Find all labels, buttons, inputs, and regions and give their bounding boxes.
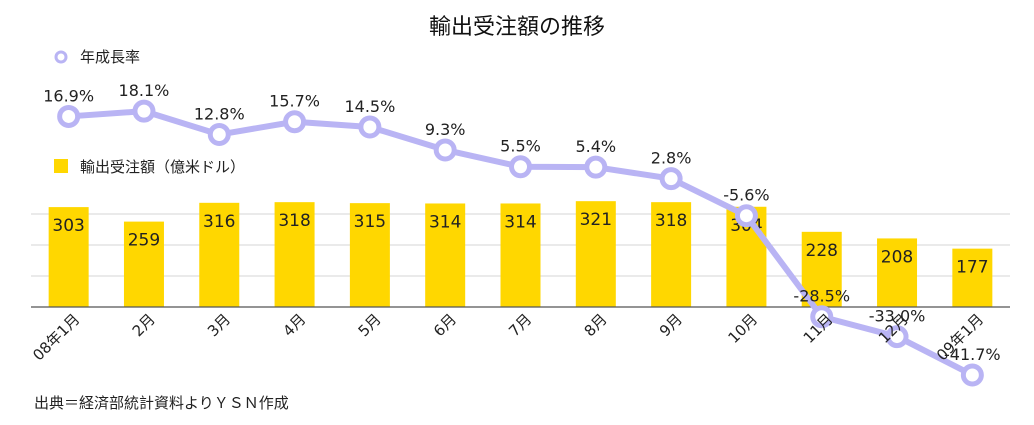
bar-value-label: 318: [278, 211, 310, 231]
legend-bar-swatch-icon: [54, 159, 68, 173]
chart-title: 輸出受注額の推移: [429, 15, 605, 40]
growth-point-9月: [659, 167, 683, 191]
growth-value-label: 5.5%: [500, 137, 541, 156]
growth-value-label: -41.7%: [944, 345, 1001, 364]
bar-9月: [651, 202, 692, 307]
growth-value-label: 18.1%: [119, 81, 170, 100]
bar-value-label: 314: [504, 212, 536, 232]
bar-value-label: 228: [806, 241, 838, 261]
growth-point-11月: [810, 305, 834, 329]
bar-value-label: 177: [956, 258, 988, 278]
bar-6月: [425, 203, 466, 307]
legend-bar-item: 輸出受注額（億米ドル）: [54, 158, 245, 176]
legend-line-label: 年成長率: [80, 48, 140, 66]
bar-2月: [123, 221, 164, 307]
bar-4月: [274, 202, 315, 307]
bar-value-label: 315: [354, 212, 386, 232]
x-tick-label: 2月: [129, 310, 159, 340]
growth-value-label: 15.7%: [269, 92, 320, 111]
x-tick-label: 5月: [355, 310, 385, 340]
x-tick-label: 3月: [204, 310, 234, 340]
growth-value-label: 5.4%: [575, 137, 616, 156]
growth-value-label: 14.5%: [344, 97, 395, 116]
growth-point-6月: [433, 138, 457, 162]
growth-value-label: 16.9%: [43, 86, 94, 105]
bar-value-label: 314: [429, 212, 461, 232]
x-tick-label: 08年1月: [29, 310, 83, 364]
bar-value-label: 208: [881, 247, 913, 267]
growth-point-7月: [509, 155, 532, 179]
growth-value-label: -33.0%: [869, 307, 926, 326]
growth-value-label: 9.3%: [425, 120, 466, 139]
bar-value-labels: 303259316318315314314321318304228208177: [52, 210, 988, 277]
x-tick-label: 9月: [656, 310, 686, 340]
legend-bar-label: 輸出受注額（億米ドル）: [80, 158, 245, 176]
growth-point-2月: [132, 99, 156, 123]
bar-8月: [575, 201, 616, 307]
growth-point-5月: [358, 115, 382, 139]
bar-12月: [877, 238, 918, 307]
bar-value-label: 259: [128, 231, 160, 251]
growth-point-10月: [734, 204, 758, 228]
x-tick-label: 8月: [581, 310, 611, 340]
x-tick-label: 4月: [279, 310, 309, 340]
growth-line-series: [57, 99, 984, 387]
bar-08年1月: [48, 207, 89, 307]
bar-09年1月: [952, 248, 993, 307]
legend-line-item: 年成長率: [54, 48, 140, 66]
growth-value-label: -28.5%: [793, 287, 850, 306]
growth-point-08年1月: [57, 104, 81, 128]
bar-value-label: 303: [52, 216, 84, 236]
bar-7月: [500, 203, 541, 307]
bar-3月: [199, 202, 240, 307]
bar-series: [48, 201, 993, 307]
source-note: 出典＝経済部統計資料よりＹＳＮ作成: [34, 394, 289, 412]
x-tick-label: 7月: [505, 310, 535, 340]
growth-point-3月: [207, 123, 231, 147]
growth-value-label: 12.8%: [194, 105, 245, 124]
growth-point-12月: [885, 325, 909, 349]
x-tick-label: 6月: [430, 310, 460, 340]
legend-line-marker-icon: [54, 50, 68, 64]
growth-value-labels: 16.9% 18.1% 12.8% 15.7% 14.5% 9.3% 5.5% 5.4% 2.8…: [43, 81, 1000, 364]
growth-point-8月: [584, 155, 608, 179]
growth-point-4月: [283, 110, 307, 134]
growth-point-09年1月: [960, 363, 984, 387]
bar-value-label: 321: [580, 210, 612, 230]
growth-value-label: 2.8%: [651, 149, 692, 168]
bar-value-label: 318: [655, 211, 687, 231]
bar-5月: [349, 203, 390, 307]
x-axis-tick-labels: 08年1月 2月 3月 4月 5月 6月 7月 8月 9月 10月 11月 12月 09年1月: [29, 310, 987, 364]
bar-value-label: 316: [203, 212, 235, 232]
growth-value-label: -5.6%: [723, 186, 769, 205]
x-tick-label: 10月: [724, 310, 761, 347]
